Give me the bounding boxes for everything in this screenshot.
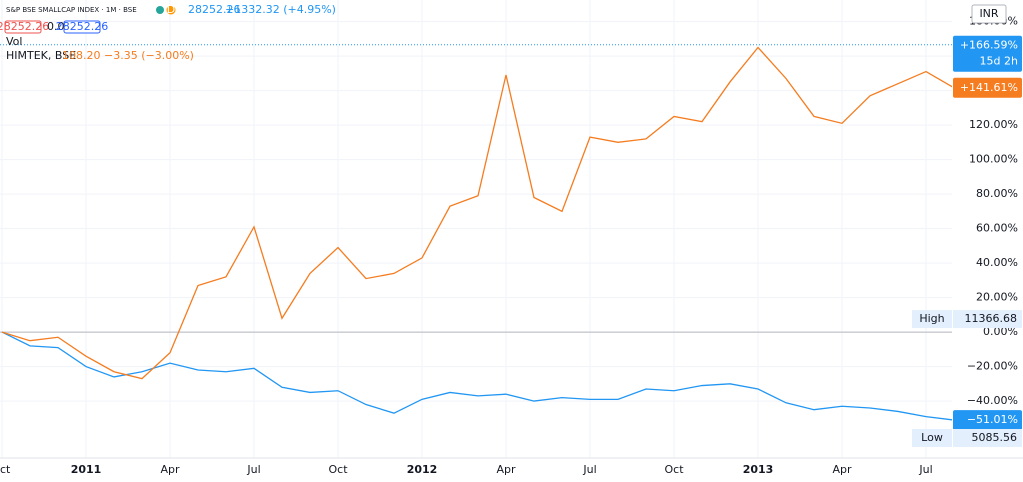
buy-box[interactable] bbox=[63, 20, 101, 34]
sell-box[interactable] bbox=[4, 20, 42, 34]
x-tick-label: Jul bbox=[246, 463, 260, 476]
status-dot bbox=[156, 6, 164, 14]
y-tick-label: 120.00% bbox=[969, 118, 1018, 131]
price-tag-label: +166.59% bbox=[960, 39, 1018, 52]
low-value: 5085.56 bbox=[972, 431, 1018, 444]
currency: INR bbox=[979, 7, 998, 20]
y-tick-label: −20.00% bbox=[967, 360, 1018, 373]
high-value-box bbox=[953, 310, 1022, 329]
x-tick-label: Apr bbox=[160, 463, 180, 476]
x-tick-label: Oct bbox=[664, 463, 684, 476]
y-tick-label: 0.00% bbox=[983, 325, 1018, 338]
time-axis bbox=[0, 458, 1023, 482]
badge-bg bbox=[166, 5, 176, 15]
compare-change: 108.20 −3.35 (−3.00%) bbox=[62, 49, 194, 62]
currency-box[interactable] bbox=[971, 4, 1007, 24]
vol: Vol bbox=[6, 35, 22, 48]
y-tick-label: 80.00% bbox=[976, 187, 1018, 200]
y-tick-label: −40.00% bbox=[967, 394, 1018, 407]
price-tag bbox=[953, 77, 1022, 98]
price: 28252.26 bbox=[188, 3, 241, 16]
y-tick-label: 60.00% bbox=[976, 222, 1018, 235]
x-tick-label: 2011 bbox=[71, 463, 102, 476]
y-tick-label: 100.00% bbox=[969, 153, 1018, 166]
sell: 28252.26 bbox=[0, 20, 49, 33]
y-tick-label: 20.00% bbox=[976, 291, 1018, 304]
low-label: Low bbox=[921, 431, 943, 444]
price-axis bbox=[952, 0, 1023, 482]
change: +1332.32 (+4.95%) bbox=[225, 3, 336, 16]
x-tick-label: Apr bbox=[496, 463, 516, 476]
x-tick-label: 2013 bbox=[743, 463, 774, 476]
x-tick-label: ct bbox=[0, 463, 11, 476]
price-tag-label: +141.61% bbox=[960, 81, 1018, 94]
symbol: S&P BSE SMALLCAP INDEX · 1M · BSE bbox=[6, 6, 137, 14]
high-label-box bbox=[912, 310, 952, 329]
price-tag bbox=[953, 35, 1022, 72]
series-line bbox=[1, 46, 955, 380]
price-tag-label: −51.01% bbox=[967, 413, 1018, 426]
badge: D bbox=[167, 3, 175, 16]
series-line bbox=[1, 331, 955, 421]
x-tick-label: Oct bbox=[328, 463, 348, 476]
x-tick-label: Jul bbox=[582, 463, 596, 476]
high-value: 11366.68 bbox=[965, 312, 1018, 325]
x-tick-label: Apr bbox=[832, 463, 852, 476]
x-tick-label: Jul bbox=[918, 463, 932, 476]
low-value-box bbox=[953, 429, 1022, 447]
low-label-box bbox=[912, 429, 952, 447]
y-tick-label: 40.00% bbox=[976, 256, 1018, 269]
x-tick-label: 2012 bbox=[407, 463, 438, 476]
high-label: High bbox=[919, 312, 944, 325]
buy: 28252.26 bbox=[56, 20, 109, 33]
price-tag bbox=[953, 410, 1022, 431]
price-tag-sublabel: 15d 2h bbox=[980, 55, 1018, 68]
legend-series: HIMTEK, BSE bbox=[6, 49, 76, 62]
